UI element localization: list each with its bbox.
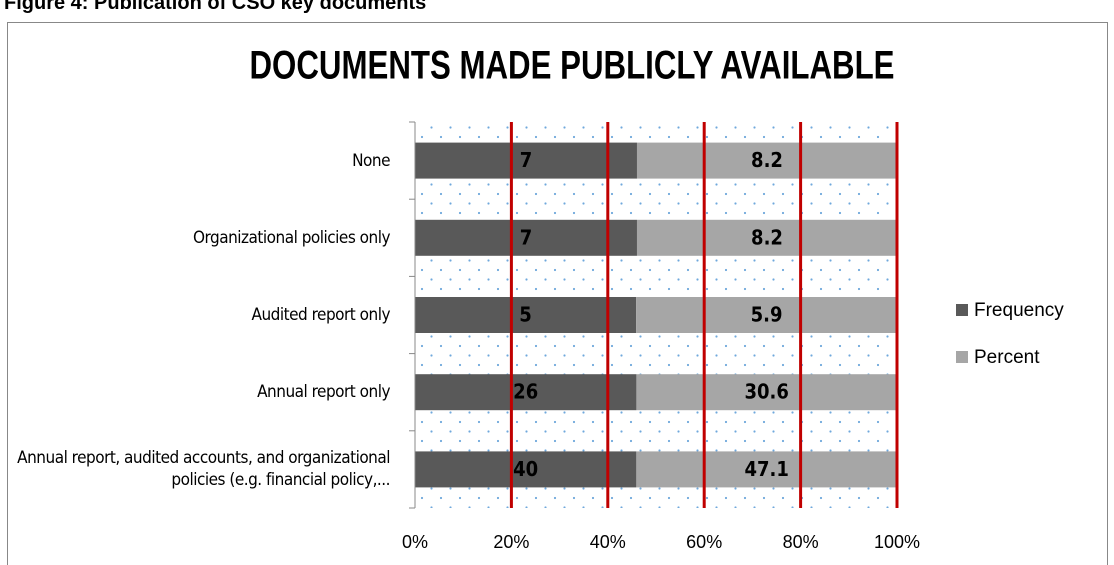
- y-tick-label: Audited report only: [251, 305, 391, 325]
- y-tick-label: Annual report only: [257, 382, 390, 403]
- x-tick-label: 20%: [493, 532, 529, 552]
- data-label: 8.2: [751, 225, 783, 249]
- data-label: 30.6: [745, 380, 789, 404]
- data-label: 7: [520, 225, 533, 249]
- y-tick-label: Organizational policies only: [192, 227, 391, 248]
- data-label: 47.1: [744, 457, 788, 481]
- data-label: 26: [513, 380, 538, 404]
- x-tick-label: 40%: [590, 532, 626, 552]
- chart-title: DOCUMENTS MADE PUBLICLY AVAILABLE: [250, 44, 895, 88]
- bar-segment: [636, 451, 897, 488]
- legend-swatch: [956, 351, 968, 363]
- bar-segment: [636, 374, 897, 411]
- figure-caption: Figure 4: Publication of CSO key documen…: [4, 0, 427, 14]
- data-label: 5.9: [751, 303, 783, 327]
- chart-border: [7, 22, 1108, 565]
- bar-segment: [415, 219, 637, 256]
- bar-segment: [636, 142, 897, 179]
- x-tick-label: 100%: [874, 532, 920, 552]
- bar-segment: [415, 374, 637, 411]
- data-label: 8.2: [751, 148, 783, 172]
- data-label: 5: [519, 303, 532, 327]
- x-tick-label: 60%: [686, 532, 722, 552]
- bar-segment: [636, 297, 897, 333]
- legend-label: Frequency: [974, 300, 1064, 321]
- bar-segment: [636, 219, 897, 256]
- legend-label: Percent: [974, 347, 1040, 368]
- y-tick-label: Annual report, audited accounts, and org…: [17, 448, 390, 491]
- data-label: 7: [520, 148, 533, 172]
- bar-segment: [415, 142, 637, 179]
- y-tick-label: None: [352, 150, 390, 171]
- x-tick-label: 0%: [402, 532, 428, 552]
- bar-segment: [415, 451, 637, 488]
- x-tick-label: 80%: [783, 532, 819, 552]
- legend-swatch: [956, 304, 968, 316]
- bar-segment: [415, 297, 637, 333]
- data-label: 40: [513, 457, 538, 481]
